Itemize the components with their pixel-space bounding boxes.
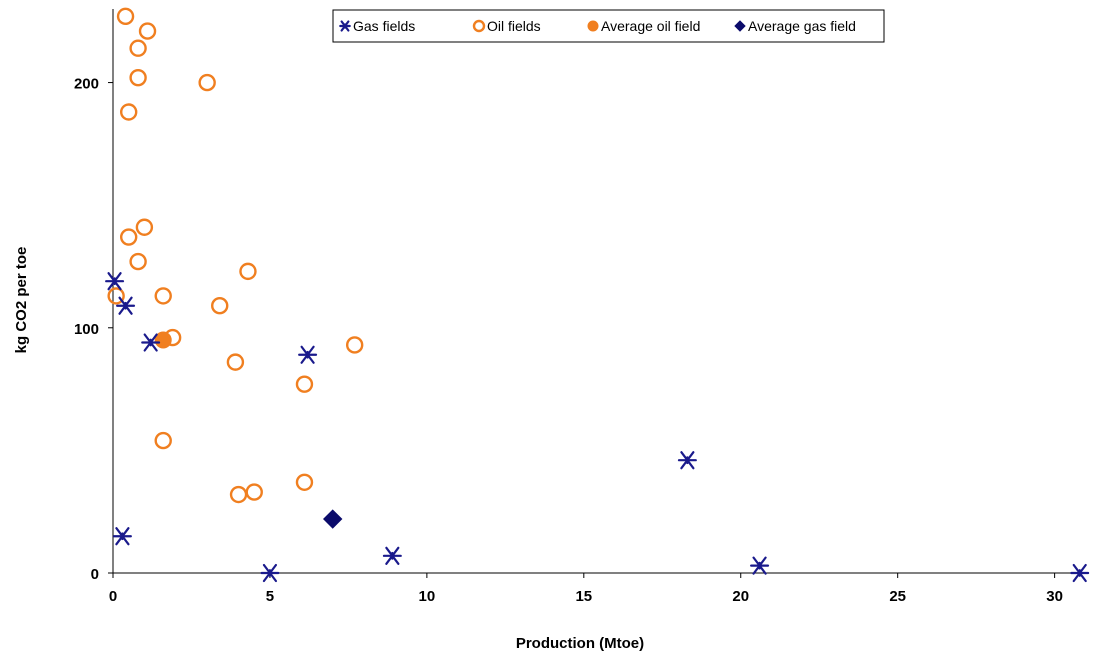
x-tick-label: 25 bbox=[889, 588, 906, 605]
gas-field-point bbox=[105, 272, 125, 291]
legend: Gas fields Oil fields Average oil field Ave… bbox=[332, 9, 885, 43]
oil-field-point bbox=[229, 485, 248, 504]
legend-label: Oil fields bbox=[487, 18, 541, 34]
legend-label: Gas fields bbox=[353, 18, 415, 34]
oil-field-point bbox=[226, 353, 245, 371]
gas-field-point bbox=[141, 333, 161, 352]
gas-field-point bbox=[677, 451, 697, 470]
oil-field-point bbox=[138, 22, 157, 40]
x-tick-label: 20 bbox=[732, 588, 749, 605]
gas-field-point bbox=[116, 296, 136, 315]
oil-field-point bbox=[295, 473, 314, 491]
y-tick-label: 200 bbox=[74, 76, 99, 93]
x-axis-title: Production (Mtoe) bbox=[516, 635, 644, 652]
oil-field-point bbox=[345, 336, 364, 354]
oil-field-point bbox=[154, 431, 172, 450]
x-tick-label: 30 bbox=[1046, 588, 1063, 605]
gas-field-point bbox=[1070, 563, 1090, 583]
legend-box bbox=[332, 9, 885, 43]
data-marks bbox=[105, 7, 1090, 583]
oil-field-point bbox=[135, 218, 154, 236]
oil-field-point bbox=[239, 262, 257, 281]
legend-marker bbox=[587, 20, 599, 32]
legend-label: Average gas field bbox=[748, 18, 856, 34]
oil-field-point bbox=[211, 297, 229, 315]
x-tick-label: 5 bbox=[266, 588, 274, 605]
legend-marker bbox=[472, 19, 486, 33]
x-tick-label: 0 bbox=[109, 588, 117, 605]
oil-field-point bbox=[129, 252, 147, 271]
gas-field-point bbox=[382, 546, 402, 565]
gas-field-point bbox=[750, 556, 770, 575]
oil-field-point bbox=[295, 375, 314, 393]
oil-field-point bbox=[129, 39, 147, 57]
legend-marker bbox=[339, 20, 351, 32]
oil-field-point bbox=[119, 103, 138, 121]
legend-marker bbox=[734, 20, 746, 32]
oil-field-point bbox=[245, 483, 263, 501]
oil-field-point bbox=[116, 7, 135, 26]
oil-field-point bbox=[119, 228, 138, 246]
x-tick-label: 10 bbox=[419, 588, 436, 605]
gas-field-point bbox=[298, 345, 318, 364]
x-tick-label: 15 bbox=[575, 588, 592, 605]
axes bbox=[108, 9, 1086, 578]
average-gas-field-point bbox=[323, 509, 343, 529]
legend-label: Average oil field bbox=[601, 18, 700, 34]
tick-labels: 0 5 10 15 20 25 30 0 100 200 bbox=[74, 76, 1063, 605]
y-tick-label: 0 bbox=[91, 566, 99, 583]
oil-field-point bbox=[198, 73, 216, 92]
oil-field-point bbox=[129, 68, 147, 87]
y-axis-title: kg CO2 per toe bbox=[13, 247, 30, 354]
oil-field-point bbox=[154, 287, 172, 305]
gas-field-point bbox=[112, 527, 132, 546]
y-tick-label: 100 bbox=[74, 321, 99, 338]
gas-field-point bbox=[260, 563, 280, 583]
oil-field-point bbox=[107, 287, 125, 305]
average-oil-field-point bbox=[154, 331, 172, 349]
